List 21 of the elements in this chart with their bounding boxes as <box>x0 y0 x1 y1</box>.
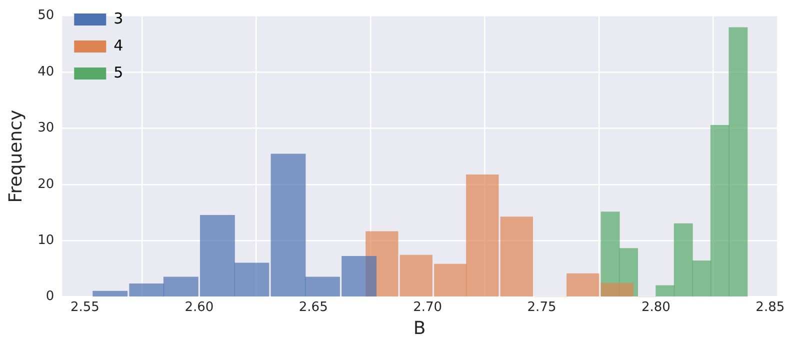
bar <box>600 282 634 297</box>
legend-label: 3 <box>114 9 124 28</box>
y-tick-label: 30 <box>38 120 54 136</box>
x-axis-title: B <box>413 318 426 339</box>
y-tick-label: 20 <box>38 176 54 192</box>
y-axis-title: Frequency <box>5 109 26 203</box>
x-tick-label: 2.80 <box>641 300 670 315</box>
x-tick-label: 2.65 <box>298 300 328 315</box>
x-tick-label: 2.55 <box>70 300 100 315</box>
x-tick-label: 2.60 <box>184 300 214 315</box>
bar <box>566 273 600 297</box>
x-tick-label: 2.85 <box>756 300 785 315</box>
y-tick-label: 50 <box>38 8 54 24</box>
y-tick-label: 0 <box>46 289 54 304</box>
bar <box>500 216 533 297</box>
x-tick-label: 2.70 <box>413 300 442 315</box>
legend-label: 4 <box>114 36 124 54</box>
y-tick-label: 40 <box>38 64 54 80</box>
x-tick-label: 2.75 <box>527 300 556 315</box>
y-tick-label: 10 <box>38 232 54 248</box>
legend-label: 5 <box>114 63 124 82</box>
